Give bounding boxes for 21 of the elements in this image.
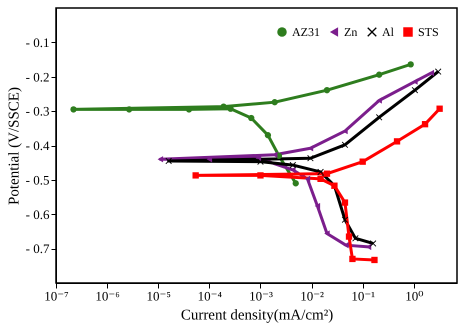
legend-label: AZ31 [292, 25, 320, 39]
y-tick-label: - 0.4 [26, 138, 50, 153]
y-tick-label: - 0.7 [26, 241, 50, 256]
x-tick-label: 10⁻⁶ [95, 288, 120, 304]
legend-label: Al [382, 25, 395, 39]
x-tick-label: 10⁰ [405, 288, 424, 304]
x-axis-title: Current density(mA/cm²) [180, 308, 334, 324]
y-tick-label: - 0.5 [26, 172, 50, 188]
x-tick-label: 10⁻⁷ [44, 288, 69, 304]
legend-label: STS [418, 25, 439, 39]
x-tick-label: 10⁻³ [249, 288, 273, 304]
y-axis-title: Potential (V/SSCE) [6, 87, 23, 205]
y-tick-label: - 0.1 [26, 34, 50, 50]
y-tick-label: - 0.2 [26, 69, 50, 84]
x-tick-label: 10⁻⁵ [146, 288, 171, 304]
y-tick-label: - 0.3 [26, 104, 50, 119]
x-tick-label: 10⁻⁴ [198, 288, 223, 304]
legend-label: Zn [344, 25, 358, 39]
x-tick-label: 10⁻² [300, 288, 324, 304]
y-tick-label: - 0.6 [26, 206, 50, 222]
x-tick-label: 10⁻¹ [351, 288, 376, 304]
